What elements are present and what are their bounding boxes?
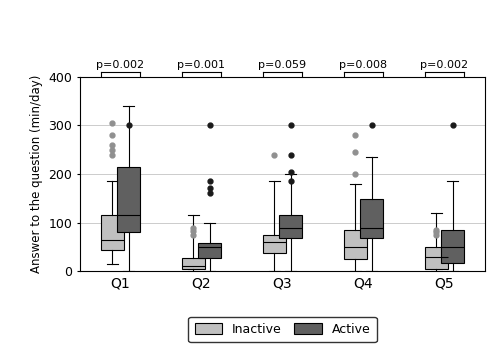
PathPatch shape [344, 230, 366, 259]
Text: p=0.002: p=0.002 [420, 60, 469, 70]
Y-axis label: Answer to the question (min/day): Answer to the question (min/day) [30, 75, 43, 273]
PathPatch shape [360, 199, 383, 238]
Legend: Inactive, Active: Inactive, Active [188, 317, 377, 342]
Text: p=0.001: p=0.001 [178, 60, 226, 70]
PathPatch shape [442, 230, 464, 263]
PathPatch shape [101, 215, 124, 250]
Text: p=0.002: p=0.002 [96, 60, 144, 70]
PathPatch shape [182, 258, 204, 269]
PathPatch shape [280, 215, 302, 238]
Text: p=0.008: p=0.008 [340, 60, 388, 70]
PathPatch shape [118, 167, 140, 232]
PathPatch shape [263, 235, 285, 253]
PathPatch shape [198, 243, 221, 258]
PathPatch shape [425, 247, 448, 269]
Text: p=0.059: p=0.059 [258, 60, 306, 70]
